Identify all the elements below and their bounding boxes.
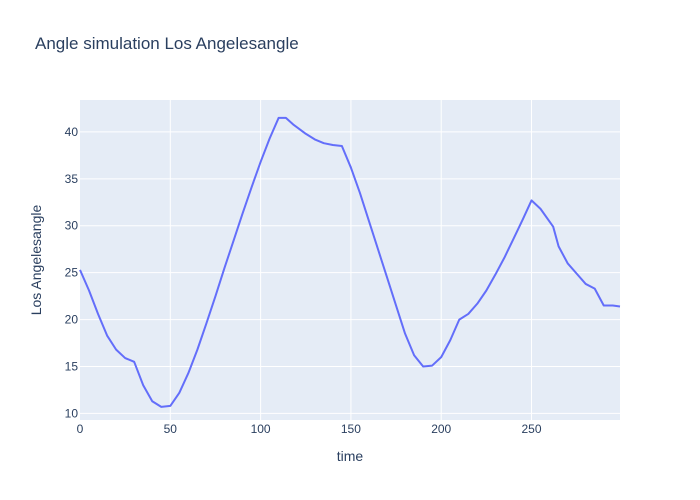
x-tick-label: 50 [164,422,178,436]
y-tick-label: 30 [65,219,79,233]
y-gridlines [80,131,620,414]
series-line [79,116,621,408]
x-tick-label: 150 [341,422,361,436]
y-tick-label: 15 [65,360,79,374]
y-tick-label: 10 [65,406,79,420]
y-tick-label: 40 [65,125,79,139]
y-axis-title: Los Angelesangle [28,205,44,316]
x-axis-title: time [337,448,364,464]
x-tick-label: 250 [521,422,541,436]
x-tick-label: 0 [77,422,84,436]
x-tick-label: 100 [251,422,271,436]
x-tick-labels: 0 50 100 150 200 250 [77,422,542,436]
y-tick-label: 20 [65,313,79,327]
x-tick-label: 200 [431,422,451,436]
y-tick-label: 25 [65,266,79,280]
y-tick-labels: 10 15 20 25 30 35 40 [65,125,79,421]
chart-title: Angle simulation Los Angelesangle [35,34,299,53]
plot-area [80,100,620,420]
y-tick-label: 35 [65,172,79,186]
